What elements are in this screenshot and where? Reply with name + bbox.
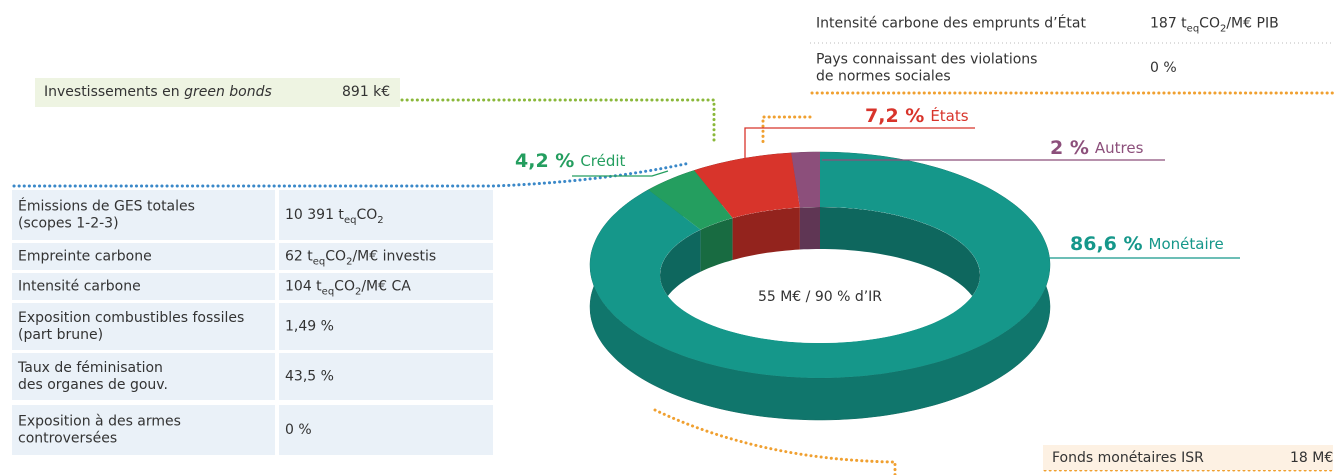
text-run: green bonds xyxy=(184,84,272,100)
donut-inner-wall xyxy=(660,207,980,317)
label-cell xyxy=(12,353,275,400)
donut-inner-side xyxy=(700,218,733,272)
green-bonds-value: 891 k€ xyxy=(342,84,390,100)
text-run: CO xyxy=(356,207,377,223)
callout-box xyxy=(1043,445,1333,470)
value-cell xyxy=(279,405,493,455)
text-run: CO xyxy=(325,249,346,265)
donut-inner-side xyxy=(660,229,701,317)
text-run: Investissements en xyxy=(44,84,184,100)
text-run: eq xyxy=(1187,24,1200,35)
text-run: /M€ CA xyxy=(361,279,411,295)
row-value: 43,5 % xyxy=(285,369,334,385)
label-cell xyxy=(810,5,1140,42)
text-run: 2 xyxy=(1220,24,1226,35)
value-cell xyxy=(279,303,493,350)
text-run: 10 391 t xyxy=(285,207,344,223)
value-cell xyxy=(1144,5,1333,42)
text-run: 104 t xyxy=(285,279,322,295)
row-label: Exposition combustibles fossiles xyxy=(18,310,244,326)
value-cell xyxy=(279,353,493,400)
connector xyxy=(400,98,716,142)
text-run: 0 % xyxy=(285,422,312,438)
row-label: Empreinte carbone xyxy=(18,249,152,265)
row-value: 1,49 % xyxy=(285,319,334,335)
text-run: /M€ PIB xyxy=(1226,16,1278,32)
center-label: 55 M€ / 90 % d’IR xyxy=(758,289,882,305)
donut-inner-side xyxy=(820,207,980,317)
slice-name: Crédit xyxy=(580,152,625,170)
fund-label: Fonds monétaires ISR xyxy=(1052,450,1204,466)
row-value: 187 teqCO2/M€ PIB xyxy=(1150,16,1279,35)
row-value: 104 teqCO2/M€ CA xyxy=(285,279,411,298)
callout-box xyxy=(35,78,400,107)
slice-label: 7,2 % États xyxy=(865,105,969,127)
row-label: controversées xyxy=(18,431,117,447)
donut-inner-side xyxy=(799,207,820,250)
value-cell xyxy=(279,273,493,300)
row-value: 0 % xyxy=(1150,60,1177,76)
label-cell xyxy=(810,45,1140,91)
text-run: 43,5 % xyxy=(285,369,334,385)
text-run: 2 xyxy=(355,287,361,298)
donut-segment xyxy=(648,170,733,230)
text-run: /M€ investis xyxy=(352,249,436,265)
slice-name: Autres xyxy=(1095,139,1144,157)
slice-name: Monétaire xyxy=(1149,235,1224,253)
text-run: 1,49 % xyxy=(285,319,334,335)
fund-value: 18 M€ xyxy=(1290,450,1333,466)
slice-label: 86,6 % Monétaire xyxy=(1070,233,1224,255)
label-cell xyxy=(12,243,275,270)
row-label: (scopes 1-2-3) xyxy=(18,216,119,232)
donut-inner-side xyxy=(732,207,800,260)
row-label: des organes de gouv. xyxy=(18,377,168,393)
row-label: Pays connaissant des violations xyxy=(816,52,1037,68)
text-run: eq xyxy=(313,257,326,268)
row-value: 0 % xyxy=(285,422,312,438)
donut-segment xyxy=(791,152,820,208)
text-run: eq xyxy=(322,287,335,298)
row-label: Émissions de GES totales xyxy=(18,198,195,215)
text-run: 2 xyxy=(346,257,352,268)
text-run: 62 t xyxy=(285,249,313,265)
label-cell xyxy=(12,190,275,240)
connector xyxy=(12,161,692,188)
row-label: Intensité carbone xyxy=(18,279,141,295)
row-label: Taux de féminisation xyxy=(17,360,163,376)
slice-name: États xyxy=(930,106,968,125)
slice-label: 2 % Autres xyxy=(1050,137,1144,159)
text-run: CO xyxy=(1199,16,1220,32)
slice-label: 4,2 % Crédit xyxy=(515,150,626,172)
row-label: Exposition à des armes xyxy=(18,414,181,430)
text-run: 0 % xyxy=(1150,60,1177,76)
row-label: de normes sociales xyxy=(816,69,951,85)
slice-value: 7,2 % xyxy=(865,105,924,127)
row-label: (part brune) xyxy=(18,327,103,343)
donut-segment xyxy=(694,152,800,218)
slice-value: 2 % xyxy=(1050,137,1089,159)
label-cell xyxy=(12,303,275,350)
text-run: eq xyxy=(344,215,357,226)
label-cell xyxy=(12,405,275,455)
text-run: 2 xyxy=(377,215,383,226)
row-value: 62 teqCO2/M€ investis xyxy=(285,249,436,268)
slice-value: 86,6 % xyxy=(1070,233,1143,255)
value-cell xyxy=(1144,45,1333,91)
label-leader xyxy=(744,127,975,160)
row-label: Intensité carbone des emprunts d’État xyxy=(816,15,1087,32)
green-bonds-label: Investissements en green bonds xyxy=(44,84,272,100)
label-cell xyxy=(12,273,275,300)
row-value: 10 391 teqCO2 xyxy=(285,207,384,226)
connector xyxy=(761,91,1337,147)
text-run: 187 t xyxy=(1150,16,1187,32)
value-cell xyxy=(279,243,493,270)
value-cell xyxy=(279,190,493,240)
slice-value: 4,2 % xyxy=(515,150,574,172)
donut-top xyxy=(590,152,1050,378)
label-leader xyxy=(572,170,669,177)
text-run: CO xyxy=(334,279,355,295)
donut-segment xyxy=(590,152,1050,378)
